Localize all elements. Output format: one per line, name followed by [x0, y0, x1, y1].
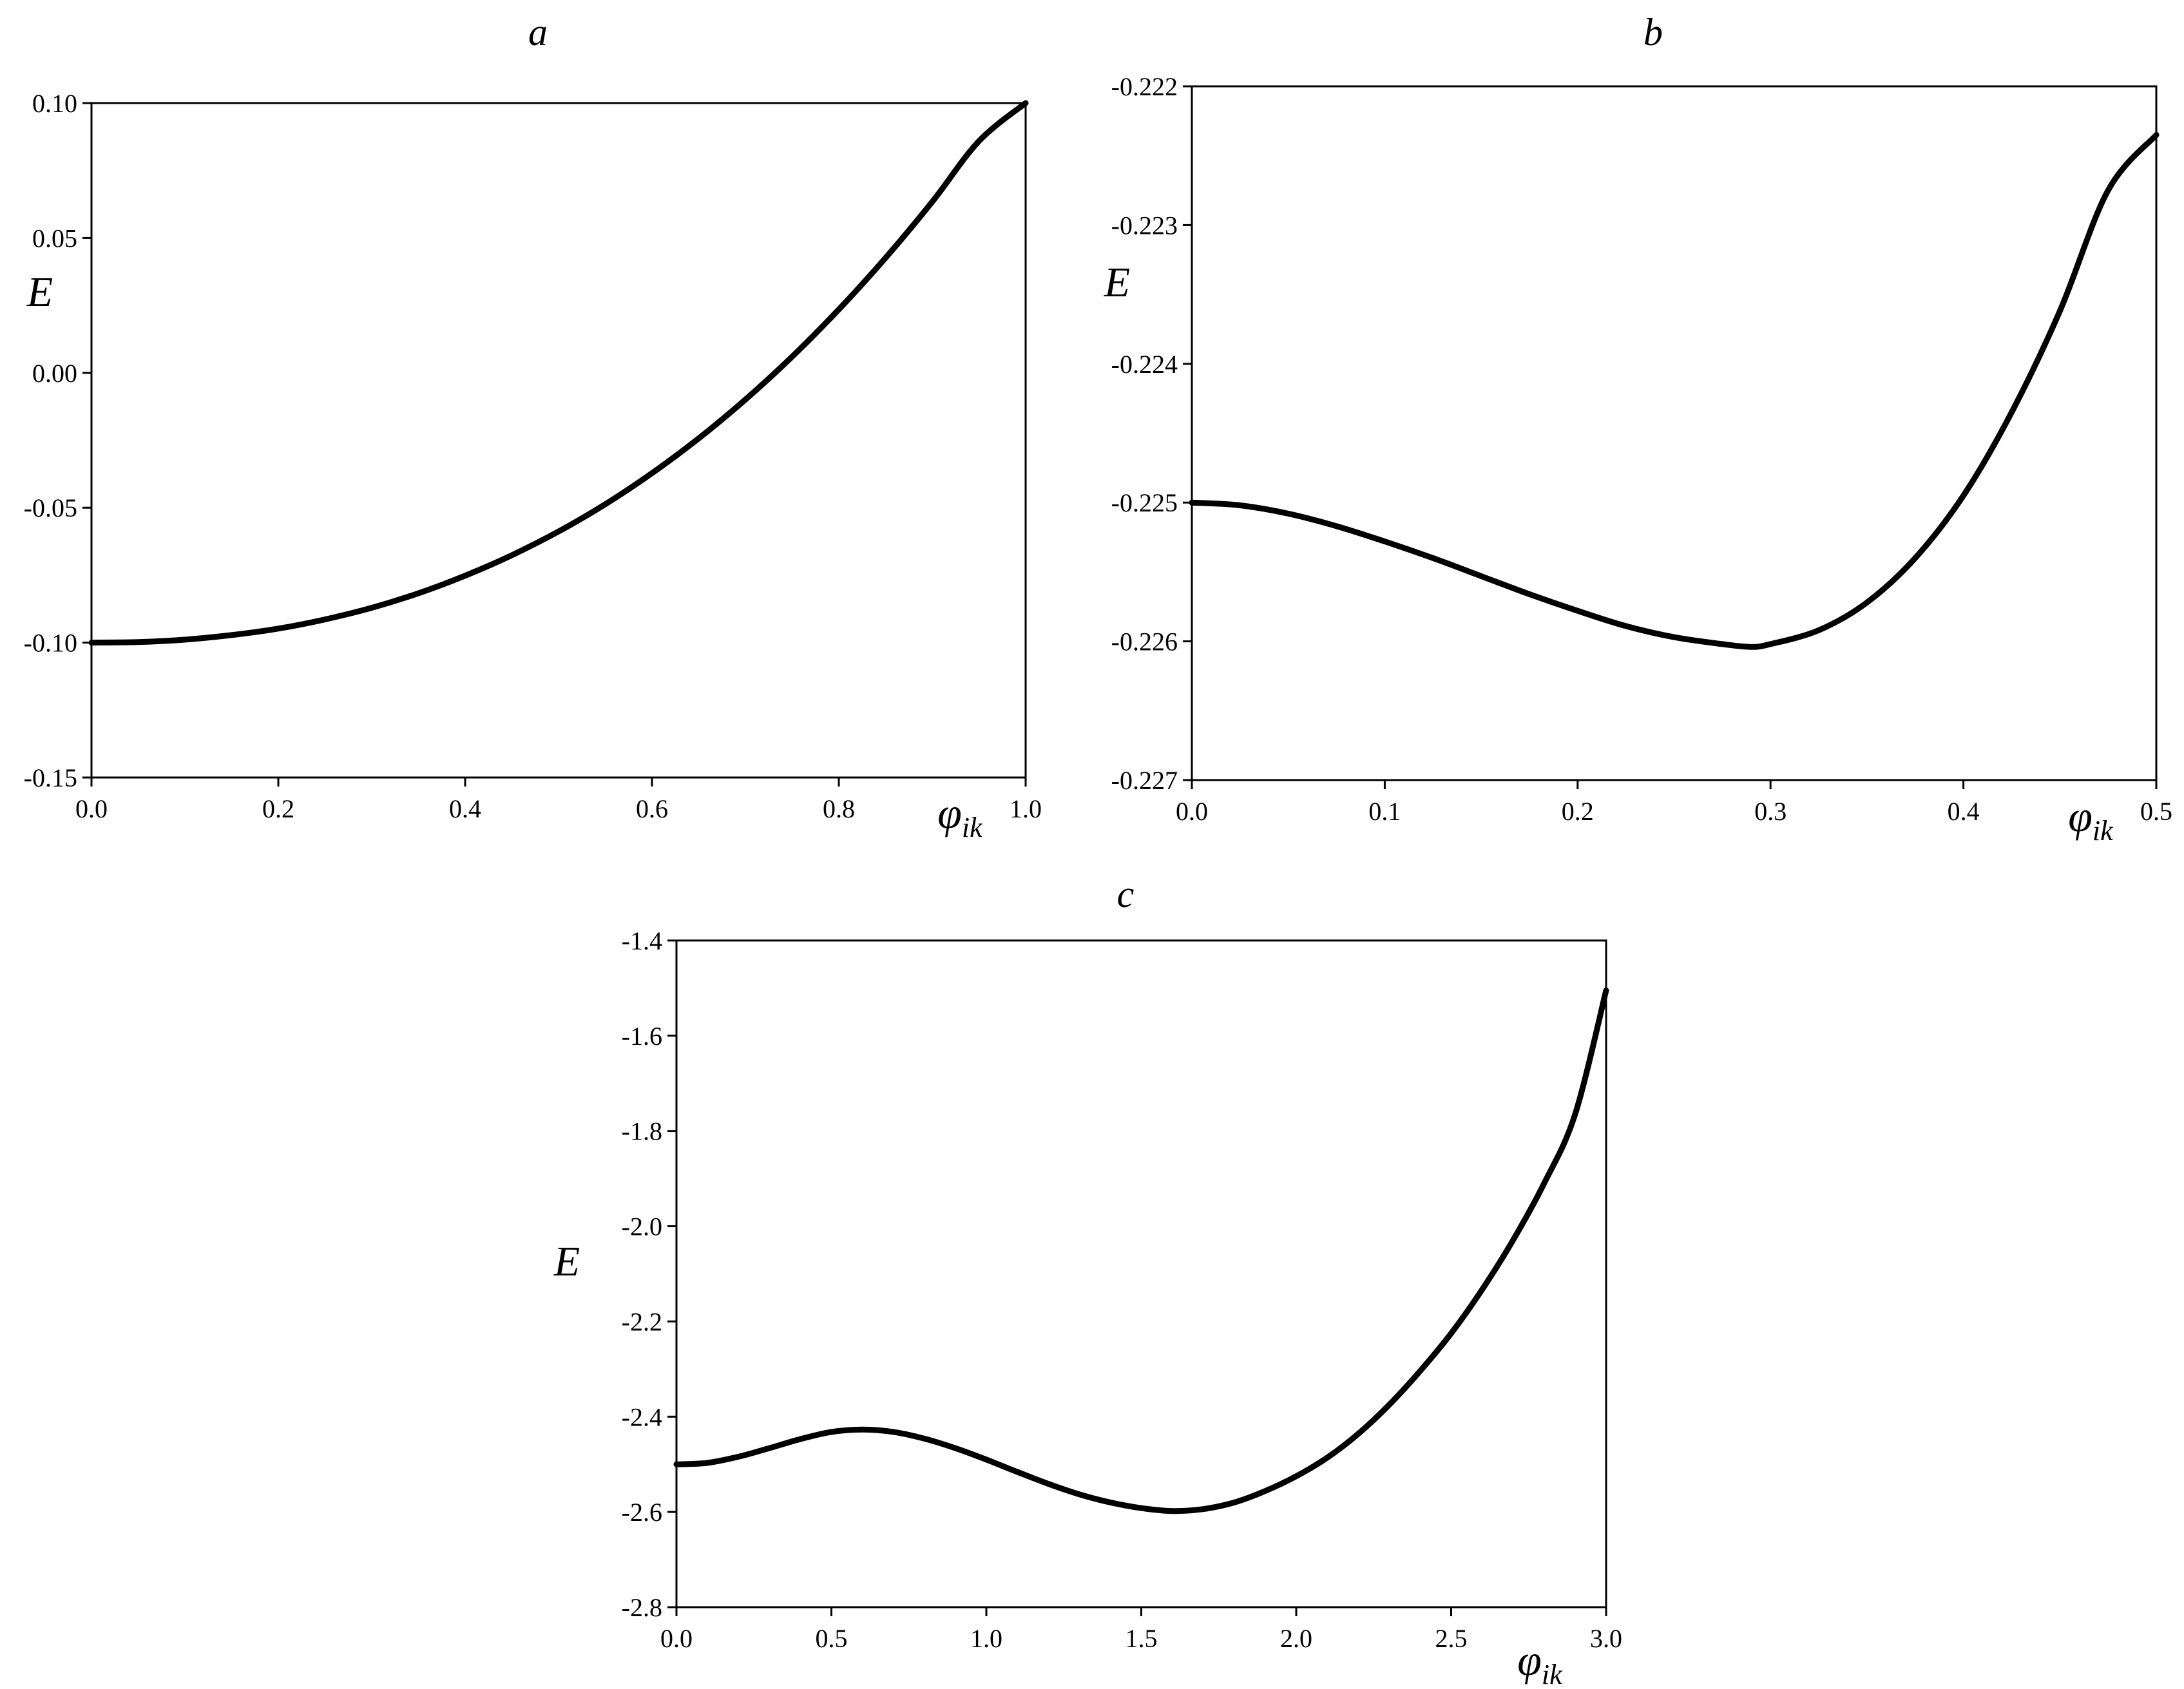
y-tick-label: 0.05 [32, 224, 77, 253]
x-tick-label: 1.0 [1010, 794, 1042, 823]
y-tick-label: -0.10 [24, 629, 77, 658]
x-tick-label: 0.5 [816, 1624, 848, 1653]
x-axis-label: φik [937, 788, 983, 843]
x-tick-label: 0.8 [823, 794, 855, 823]
x-tick-label: 0.1 [1368, 797, 1401, 826]
x-tick-label: 0.0 [75, 794, 108, 823]
y-tick-label: -2.2 [622, 1307, 662, 1336]
y-tick-label: -1.4 [622, 926, 662, 955]
panel-letter: b [1643, 11, 1663, 53]
x-tick-label: 0.2 [262, 794, 294, 823]
x-tick-label: 0.4 [449, 794, 481, 823]
y-axis-label: E [1104, 259, 1130, 306]
y-tick-label: -0.222 [1111, 72, 1178, 101]
series-line [88, 100, 1029, 646]
y-tick-label: -1.8 [622, 1117, 662, 1146]
y-tick-label: 0.00 [32, 359, 77, 388]
y-axis-label: E [26, 269, 53, 316]
plot-frame [1191, 85, 2158, 781]
x-axis-label: φik [2068, 792, 2114, 846]
y-tick-label: -0.224 [1111, 350, 1178, 379]
y-tick-label: -2.4 [622, 1402, 662, 1431]
y-tick-label: -0.225 [1111, 488, 1178, 517]
x-tick-label: 1.0 [970, 1624, 1002, 1653]
x-tick-label: 0.0 [660, 1624, 693, 1653]
series-line [673, 988, 1609, 1514]
y-tick-label: -0.15 [24, 763, 77, 792]
x-axis-label: φik [1517, 1636, 1563, 1689]
x-tick-label: 0.5 [2140, 797, 2172, 826]
panel-letter: c [1117, 873, 1135, 915]
chart-panel-c: 0.0 0.5 1.0 1.5 2.0 2.5 3.0 -2.8 -2.6 -2.4 -2.2 -2.… [553, 873, 1622, 1689]
x-tick-label: 0.3 [1754, 797, 1786, 826]
chart-panel-b: 0.0 0.1 0.2 0.3 0.4 0.5 -0.227 -0.226 -0.225 -0.2… [1104, 11, 2172, 846]
x-tick-label: 1.5 [1126, 1624, 1158, 1653]
y-tick-label: -0.05 [24, 493, 77, 522]
x-tick-label: 0.2 [1562, 797, 1594, 826]
y-tick-label: -1.6 [622, 1022, 662, 1051]
y-tick-label: -2.8 [622, 1593, 662, 1622]
y-tick-label: 0.10 [32, 89, 77, 118]
series-line [1189, 131, 2160, 650]
x-tick-label: 0.6 [636, 794, 668, 823]
x-tick-label: 0.4 [1948, 797, 1980, 826]
y-tick-label: -2.6 [622, 1498, 662, 1527]
panel-letter: a [528, 11, 548, 53]
y-axis-label: E [553, 1238, 580, 1285]
x-tick-label: 2.0 [1280, 1624, 1312, 1653]
x-tick-label: 3.0 [1590, 1624, 1622, 1653]
chart-panel-a: 0.0 0.2 0.4 0.6 0.8 1.0 -0.15 -0.10 -0.05 0.00 0.0… [24, 11, 1042, 843]
plot-frame [90, 102, 1027, 779]
x-tick-label: 0.0 [1176, 797, 1208, 826]
panels: 0.0 0.2 0.4 0.6 0.8 1.0 -0.15 -0.10 -0.05 0.00 0.0… [24, 11, 2172, 1689]
x-tick-label: 2.5 [1435, 1624, 1468, 1653]
y-tick-label: -0.226 [1111, 627, 1178, 656]
y-tick-label: -2.0 [622, 1212, 662, 1241]
y-tick-label: -0.223 [1111, 211, 1178, 240]
y-tick-label: -0.227 [1111, 766, 1178, 795]
